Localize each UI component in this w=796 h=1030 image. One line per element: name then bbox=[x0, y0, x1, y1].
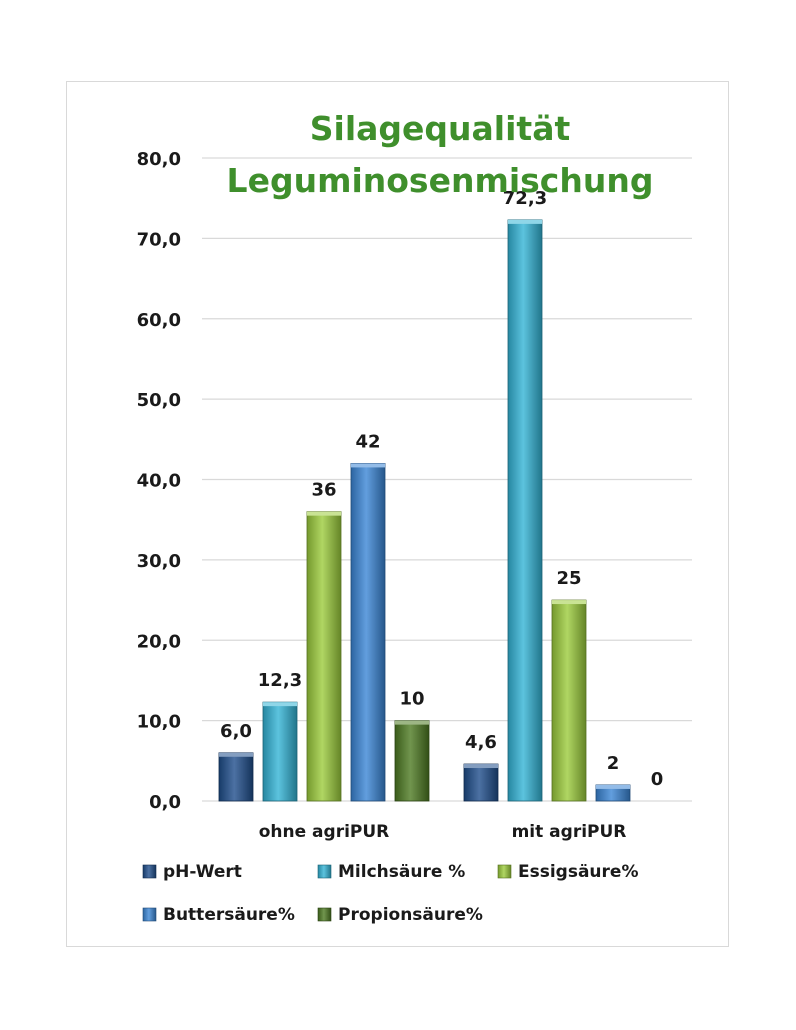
data-label: 72,3 bbox=[503, 188, 547, 209]
bar bbox=[463, 763, 499, 802]
bar bbox=[350, 463, 386, 802]
legend: pH-Wert Milchsäure % Essigsäure% Buttersäur… bbox=[142, 862, 639, 925]
chart-title-line-1: Silagequalität bbox=[310, 109, 571, 148]
data-label: 2 bbox=[607, 753, 620, 774]
legend-label: Essigsäure% bbox=[518, 862, 639, 882]
y-tick-label: 0,0 bbox=[149, 792, 181, 813]
y-tick-label: 50,0 bbox=[137, 390, 181, 411]
bar-top-bevel bbox=[464, 764, 498, 769]
data-label: 42 bbox=[355, 431, 380, 452]
data-label: 6,0 bbox=[220, 721, 252, 742]
y-tick-label: 30,0 bbox=[137, 551, 181, 572]
legend-label: pH-Wert bbox=[163, 862, 242, 882]
y-tick-label: 80,0 bbox=[137, 149, 181, 170]
bar-top-bevel bbox=[263, 702, 297, 707]
bar bbox=[306, 511, 342, 802]
y-tick-label: 60,0 bbox=[137, 310, 181, 331]
x-category-label: mit agriPUR bbox=[512, 822, 627, 842]
bar-top-bevel bbox=[219, 752, 253, 757]
bar-top-bevel bbox=[351, 463, 385, 468]
data-label: 4,6 bbox=[465, 732, 497, 753]
chart-title-line-2: Leguminosenmischung bbox=[227, 161, 654, 200]
legend-label: Propionsäure% bbox=[338, 905, 483, 925]
data-label: 25 bbox=[556, 568, 581, 589]
bar bbox=[507, 219, 543, 802]
legend-label: Buttersäure% bbox=[163, 905, 295, 925]
bar bbox=[262, 701, 298, 802]
legend-swatch bbox=[497, 864, 512, 879]
category-labels: ohne agriPUR mit agriPUR bbox=[259, 822, 627, 842]
legend-swatch bbox=[142, 907, 157, 922]
bar-top-bevel bbox=[552, 600, 586, 605]
y-tick-label: 40,0 bbox=[137, 471, 181, 492]
bar-top-bevel bbox=[596, 784, 630, 789]
y-axis-ticks: 0,0 10,0 20,0 30,0 40,0 50,0 60,0 70,0 80,0 bbox=[137, 149, 181, 813]
bar-top-bevel bbox=[307, 511, 341, 516]
x-category-label: ohne agriPUR bbox=[259, 822, 390, 842]
data-label: 12,3 bbox=[258, 670, 302, 691]
y-tick-label: 20,0 bbox=[137, 631, 181, 652]
bar bbox=[394, 720, 430, 802]
y-tick-label: 10,0 bbox=[137, 712, 181, 733]
data-label: 10 bbox=[399, 689, 424, 710]
bar-top-bevel bbox=[395, 720, 429, 725]
y-tick-label: 70,0 bbox=[137, 229, 181, 250]
bar bbox=[218, 752, 254, 802]
bar bbox=[551, 599, 587, 802]
data-label: 36 bbox=[311, 480, 336, 501]
data-labels: 6,0 12,3 36 42 10 4,6 72,3 25 2 0 bbox=[220, 188, 663, 790]
legend-swatch bbox=[317, 907, 332, 922]
chart-frame bbox=[66, 81, 729, 947]
data-label: 0 bbox=[651, 769, 664, 790]
bars bbox=[218, 219, 631, 802]
legend-label: Milchsäure % bbox=[338, 862, 465, 882]
bar-top-bevel bbox=[508, 219, 542, 224]
legend-swatch bbox=[317, 864, 332, 879]
legend-swatch bbox=[142, 864, 157, 879]
